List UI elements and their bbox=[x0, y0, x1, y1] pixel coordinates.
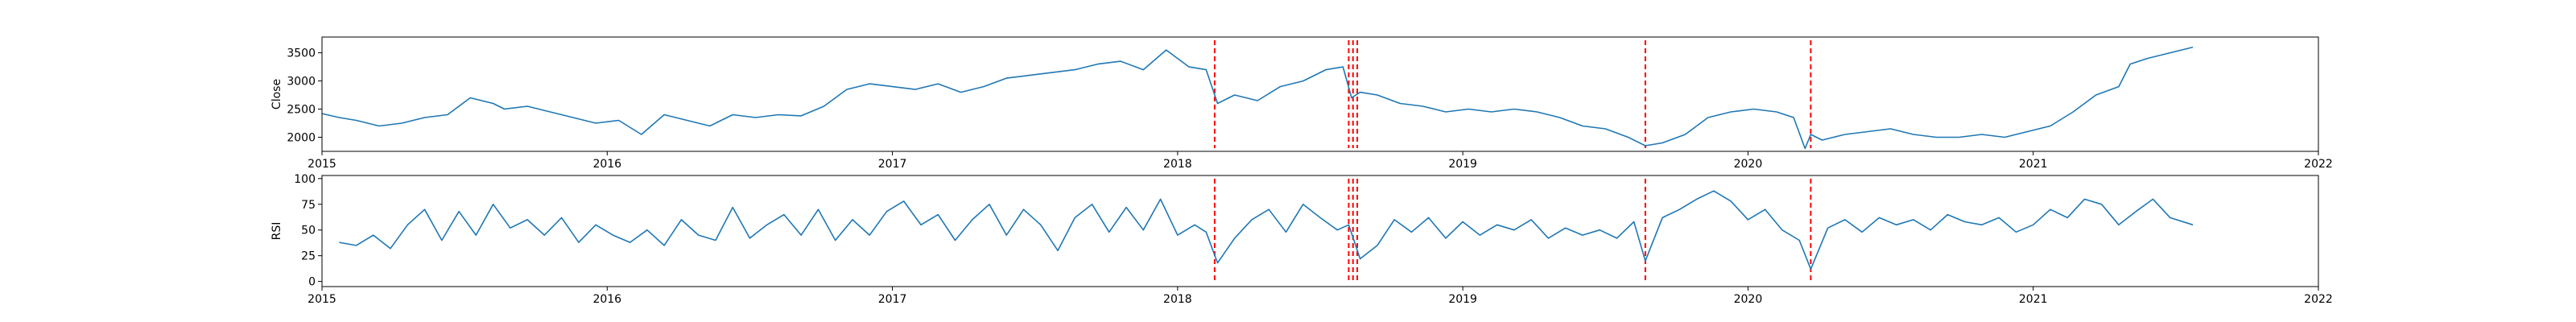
y-axis: 0 25 50 75 100 bbox=[294, 173, 322, 289]
rsi-series bbox=[339, 190, 2194, 270]
y-tick-label: 100 bbox=[294, 173, 316, 186]
y-tick-label: 50 bbox=[301, 225, 316, 237]
y-tick-label: 2500 bbox=[287, 104, 316, 117]
x-tick-label: 2021 bbox=[2019, 293, 2048, 306]
x-tick-label: 2015 bbox=[308, 158, 336, 171]
close-series bbox=[321, 46, 2194, 150]
y-tick-label: 0 bbox=[308, 276, 316, 289]
x-axis: 2015 2016 2017 2018 2019 2020 2021 2022 bbox=[308, 287, 2333, 306]
x-tick-label: 2017 bbox=[878, 158, 907, 171]
x-tick-label: 2018 bbox=[1163, 293, 1192, 306]
y-axis: 2000 2500 3000 3500 bbox=[287, 47, 322, 145]
plot-frame bbox=[321, 175, 2319, 287]
event-marker-lines bbox=[1213, 40, 1812, 148]
x-tick-label: 2021 bbox=[2019, 158, 2048, 171]
series-line bbox=[339, 190, 2194, 270]
x-tick-label: 2022 bbox=[2304, 293, 2333, 306]
y-tick-label: 3500 bbox=[287, 47, 316, 60]
x-tick-label: 2019 bbox=[1448, 293, 1477, 306]
y-axis-label: RSI bbox=[270, 222, 283, 241]
y-tick-label: 75 bbox=[301, 199, 316, 212]
x-axis: 2015 2016 2017 2018 2019 2020 2021 2022 bbox=[308, 151, 2333, 171]
x-tick-label: 2019 bbox=[1448, 158, 1477, 171]
x-tick-label: 2020 bbox=[1734, 293, 1763, 306]
rsi-panel: 2015 2016 2017 2018 2019 2020 2021 2022 0 25 50 75… bbox=[270, 173, 2333, 306]
series-line bbox=[321, 46, 2194, 150]
y-tick-label: 25 bbox=[301, 250, 316, 263]
x-tick-label: 2015 bbox=[308, 293, 336, 306]
x-tick-label: 2022 bbox=[2304, 158, 2333, 171]
y-tick-label: 3000 bbox=[287, 76, 316, 89]
plot-frame bbox=[321, 36, 2319, 152]
x-tick-label: 2016 bbox=[592, 158, 621, 171]
x-tick-label: 2020 bbox=[1734, 158, 1763, 171]
event-marker-lines bbox=[1213, 179, 1812, 283]
close-price-panel: 2015 2016 2017 2018 2019 2020 2021 2022 2000 250… bbox=[270, 36, 2333, 171]
x-tick-label: 2017 bbox=[878, 293, 907, 306]
x-tick-label: 2016 bbox=[592, 293, 621, 306]
y-axis-label: Close bbox=[270, 79, 283, 109]
x-tick-label: 2018 bbox=[1163, 158, 1192, 171]
y-tick-label: 2000 bbox=[287, 132, 316, 145]
